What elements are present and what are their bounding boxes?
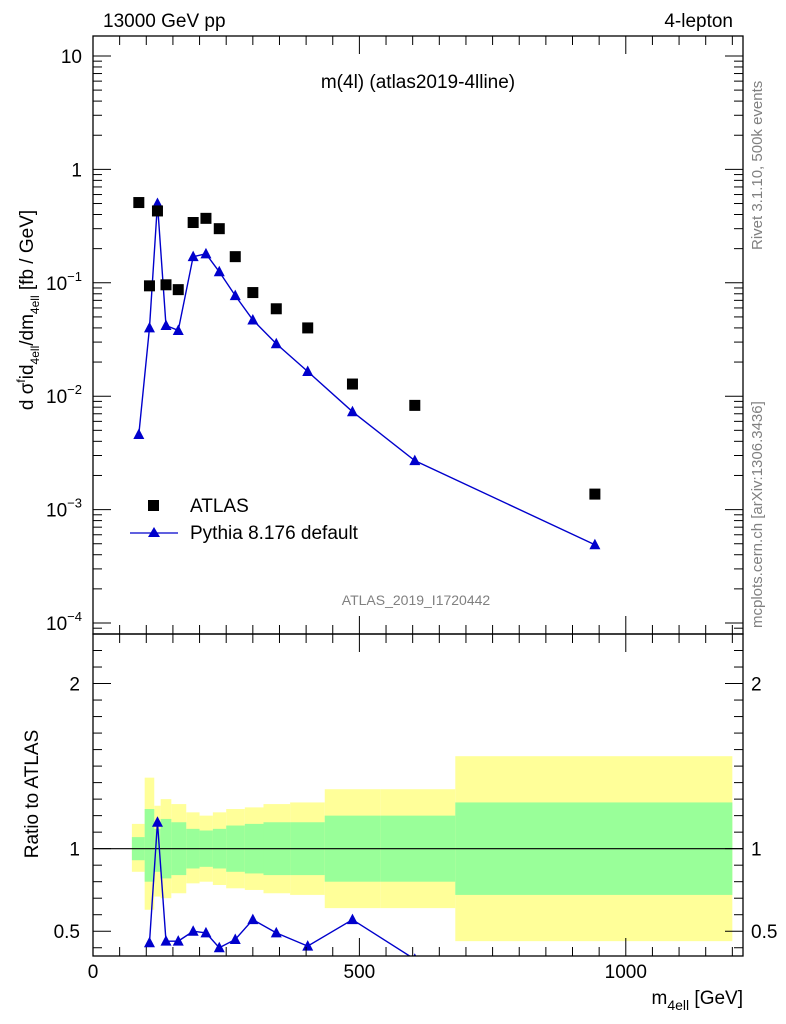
ratio-y-axis-label: Ratio to ATLAS (22, 730, 43, 859)
atlas-point (187, 217, 199, 229)
ratio-pythia-point (413, 953, 417, 956)
x-tick-label: 500 (344, 962, 376, 983)
main-y-tick-label: 10 (61, 47, 82, 68)
atlas-point (270, 303, 282, 315)
atlas-point (160, 279, 172, 291)
main-plot-title: m(4l) (atlas2019-4lline) (321, 72, 515, 93)
main-y-tick-label: 10−3 (46, 496, 82, 522)
legend-pythia-marker (148, 527, 160, 537)
ratio-y-tick-label: 2 (69, 675, 80, 696)
atlas-point (133, 197, 145, 209)
pythia-point (229, 289, 241, 301)
ratio-y-tick-label: 1 (69, 840, 80, 861)
main-plot-frame (92, 35, 744, 635)
ratio-pythia-point (302, 940, 314, 951)
atlas-point (247, 287, 259, 299)
ratio-pythia-point (247, 913, 259, 925)
x-tick-label: 0 (88, 962, 99, 983)
legend-atlas-label: ATLAS (190, 496, 249, 517)
pythia-point (302, 365, 314, 377)
ratio-pythia-point (160, 935, 172, 946)
atlas-point (229, 251, 241, 263)
pythia-point (346, 405, 358, 417)
atlas-point (143, 280, 155, 292)
ratio-plot-frame (92, 633, 744, 957)
ratio-pythia-point (213, 941, 225, 953)
legend: ATLAS Pythia 8.176 default (130, 496, 359, 544)
analysis-watermark: ATLAS_2019_I1720442 (342, 592, 491, 608)
atlas-point (151, 205, 163, 217)
ratio-pythia-point (172, 935, 184, 946)
atlas-point (346, 378, 358, 390)
pythia-point (172, 324, 184, 335)
pythia-point (200, 247, 212, 259)
ratio-band-inner (144, 809, 155, 882)
pythia-point (270, 337, 282, 349)
main-plot-content (133, 197, 601, 550)
pythia-point (247, 313, 259, 325)
atlas-point (302, 322, 314, 334)
ratio-band-inner (154, 828, 161, 872)
pythia-point (589, 538, 601, 550)
atlas-point (200, 212, 212, 224)
main-plot-axes: 10 1 10−1 10−2 10−3 10−4 (46, 36, 743, 635)
ratio-pythia-point (143, 936, 155, 948)
pythia-point (160, 319, 172, 331)
ratio-y-tick-label-right: 0.5 (751, 922, 777, 943)
main-y-axis-label: d σfid4ell/dm4ell [fb / GeV] (14, 210, 42, 410)
main-y-tick-label: 10−1 (46, 269, 82, 295)
main-y-tick-label: 1 (71, 160, 82, 181)
header-energy-label: 13000 GeV pp (103, 11, 226, 32)
ratio-y-tick-label-right: 2 (751, 675, 762, 696)
legend-pythia-label: Pythia 8.176 default (190, 523, 359, 544)
rivet-version-label: Rivet 3.1.10, 500k events (749, 81, 766, 250)
ratio-plot-axes: 0.5 1 2 0.5 1 2 0 500 1000 (54, 633, 777, 983)
x-axis-label: m4ell [GeV] (652, 988, 743, 1013)
ratio-plot-panel: 0.5 1 2 0.5 1 2 0 500 1000 Ratio to ATLAS m4ell … (22, 633, 777, 1013)
ratio-pythia-point (200, 926, 212, 938)
ratio-pythia-point (151, 816, 163, 827)
ratio-y-tick-label: 0.5 (54, 922, 80, 943)
pythia-point (133, 428, 145, 439)
atlas-point (589, 488, 601, 500)
legend-atlas-marker (148, 500, 159, 511)
main-y-tick-label: 10−2 (46, 382, 82, 408)
mcplots-source-label: mcplots.cern.ch [arXiv:1306.3436] (749, 401, 766, 628)
pythia-point (213, 265, 225, 277)
pythia-point (151, 197, 163, 209)
pythia-point (409, 454, 421, 466)
pythia-point (143, 321, 155, 333)
main-plot-panel: 10 1 10−1 10−2 10−3 10−4 m(4l) (atlas2019-4ll… (14, 35, 744, 635)
pythia-point (187, 250, 199, 262)
ratio-pythia-point (346, 913, 358, 925)
main-y-tick-label: 10−4 (46, 609, 82, 635)
ratio-pythia-point (187, 925, 199, 936)
atlas-point (172, 284, 184, 296)
ratio-pythia-point (270, 926, 282, 938)
header-channel-label: 4-lepton (664, 11, 733, 32)
ratio-pythia-point (229, 933, 241, 944)
atlas-point (409, 399, 421, 411)
ratio-y-tick-label-right: 1 (751, 840, 762, 861)
x-tick-label: 1000 (605, 962, 647, 983)
ratio-plot-content (93, 756, 743, 956)
atlas-point (213, 223, 225, 235)
ratio-series-group (143, 816, 417, 956)
